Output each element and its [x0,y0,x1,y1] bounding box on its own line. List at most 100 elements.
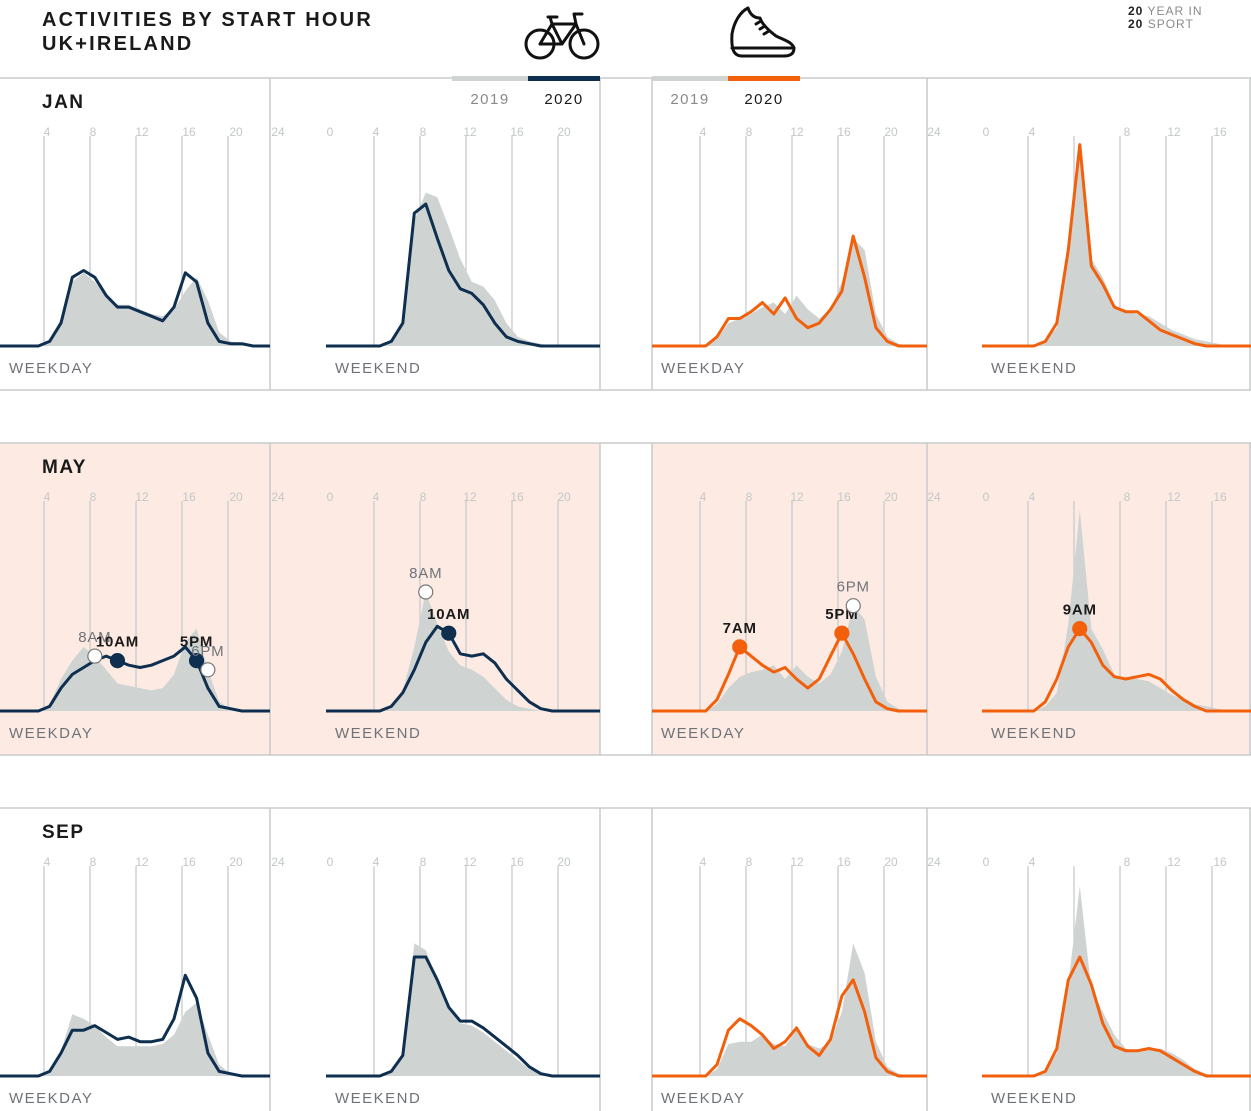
day-type-label: WEEKEND [991,1090,1077,1107]
tick-label: 16 [182,855,196,869]
legend-ride-2019-label: 2019 [470,91,509,108]
running-shoe-icon [730,6,796,58]
day-type-label: WEEKEND [335,1090,421,1107]
tick-label: 12 [135,125,149,139]
tick-label: 12 [1167,490,1181,504]
month-label: SEP [42,822,85,843]
tick-label: 4 [700,855,707,869]
tick-label: 16 [510,125,524,139]
tick-label: 24 [927,125,941,139]
tick-label: 8 [1124,125,1131,139]
line-2020 [0,269,270,348]
panel-may-ride-weekend: 0 4 8 12 16 20 WEEKEND [326,490,600,742]
panel-jan-run-weekend: 0 4 8 12 16 WEEKEND [982,125,1251,377]
tick-label: 4 [373,125,380,139]
tick-label: 4 [1029,490,1036,504]
month-label: JAN [42,92,85,113]
day-type-label: WEEKDAY [661,725,745,742]
panel-jan-ride-weekday: 4 8 12 16 20 24 WEEKDAY [0,125,285,377]
area-2019 [0,628,270,711]
brand-logo: 20 YEAR IN 20 SPORT [1128,5,1203,31]
line-2020 [326,202,600,348]
tick-label: 8 [746,855,753,869]
annotation-label: 6PM [191,643,224,660]
tick-label: 4 [373,855,380,869]
day-type-label: WEEKDAY [9,725,93,742]
legend-run-2020-label: 2020 [744,91,783,108]
tick-label: 20 [229,490,243,504]
tick-label: 12 [135,855,149,869]
tick-label: 20 [884,490,898,504]
tick-label: 0 [983,855,990,869]
panel-sep-run-weekday: 4 8 12 16 20 24 WEEKDAY [652,855,941,1107]
chart-title-line1: ACTIVITIES BY START HOUR [42,9,373,31]
legend-run-2020-bar [728,76,800,81]
panel-jan-ride-weekend: 0 4 8 12 16 20 WEEKEND [326,125,600,377]
area-2019 [326,943,600,1076]
chart-title: ACTIVITIES BY START HOUR UK+IRELAND [42,8,373,56]
tick-label: 16 [1213,125,1227,139]
tick-label: 16 [1213,490,1227,504]
annotation-label: 7AM [723,620,757,637]
legend-ride-2020-label: 2020 [544,91,583,108]
area-2019 [982,144,1251,346]
tick-label: 12 [1167,855,1181,869]
legend-ride-2019-bar [452,76,528,81]
tick-label: 12 [790,125,804,139]
tick-label: 4 [700,490,707,504]
tick-label: 16 [837,125,851,139]
tick-label: 20 [229,855,243,869]
line-2020 [982,627,1251,713]
annotation-label: 9AM [1063,602,1097,619]
tick-label: 12 [463,490,477,504]
annotation-label: 10AM [427,606,470,623]
tick-label: 4 [1029,855,1036,869]
area-2019 [652,943,927,1076]
tick-label: 12 [790,490,804,504]
tick-label: 4 [44,490,51,504]
day-type-label: WEEKDAY [661,1090,745,1107]
tick-label: 8 [746,490,753,504]
line-2020 [982,955,1251,1078]
chart-title-line2: UK+IRELAND [42,33,194,55]
panel-may-ride-weekday: 4 8 12 16 20 24 WEEKDAY [0,490,285,742]
area-2019 [652,238,927,346]
line-2020 [0,973,270,1078]
tick-label: 8 [90,490,97,504]
day-type-label: WEEKDAY [9,1090,93,1107]
day-type-label: WEEKDAY [9,360,93,377]
tick-label: 16 [837,490,851,504]
tick-label: 8 [90,125,97,139]
tick-label: 0 [327,490,334,504]
annotation-marker [109,653,126,669]
tick-label: 16 [510,490,524,504]
annotation-label: 8AM [409,565,442,582]
tick-label: 20 [557,125,571,139]
line-2020 [0,645,270,713]
tick-label: 0 [327,125,334,139]
annotation-marker [441,625,457,641]
panel-sep-ride-weekday: 4 8 12 16 20 24 WEEKDAY [0,855,285,1107]
brand-line2-text: SPORT [1147,17,1194,31]
annotation-marker [418,584,434,600]
legend-run-2019-label: 2019 [670,91,709,108]
legend-run-2019-bar [652,76,728,81]
tick-label: 8 [420,855,427,869]
tick-label: 12 [135,490,149,504]
tick-label: 24 [927,855,941,869]
annotation-label: 8AM [78,629,111,646]
tick-label: 20 [884,855,898,869]
bicycle-icon [524,12,600,60]
tick-label: 20 [229,125,243,139]
tick-label: 4 [700,125,707,139]
tick-label: 4 [373,490,380,504]
day-type-label: WEEKEND [991,725,1077,742]
brand-line1-text: YEAR IN [1147,4,1203,18]
tick-label: 4 [1029,125,1036,139]
area-2019 [652,605,927,711]
day-type-label: WEEKEND [335,360,421,377]
tick-label: 8 [90,855,97,869]
tick-label: 16 [182,125,196,139]
annotation-marker [188,653,205,669]
